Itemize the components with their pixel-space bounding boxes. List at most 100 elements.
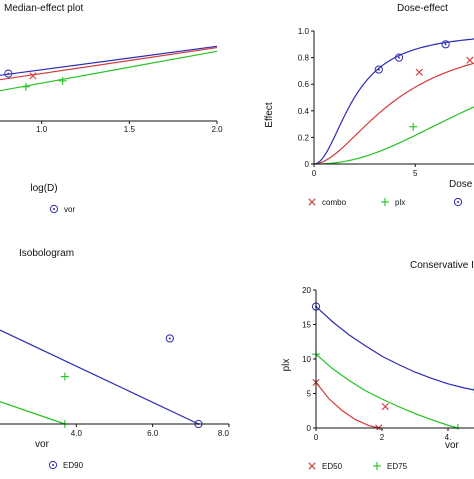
y-tick-label: 0 xyxy=(305,160,310,169)
legend-label-0: ED90 xyxy=(63,461,84,470)
series-curve-1 xyxy=(313,106,474,165)
circle-mark-ring xyxy=(441,40,450,49)
series-curve-2 xyxy=(315,306,474,391)
plot-area xyxy=(311,302,474,430)
legend-label-0: ED50 xyxy=(322,462,343,471)
circle-mark-dot xyxy=(53,208,55,210)
series-line-0 xyxy=(0,329,199,425)
legend-label-1: ED75 xyxy=(387,462,408,471)
x-axis-label: Dose xyxy=(449,179,473,190)
x-mark-stroke xyxy=(381,403,389,411)
series-curve-2 xyxy=(313,38,474,165)
x-tick-label: 8.0 xyxy=(218,429,230,438)
y-tick-label: 20 xyxy=(302,286,311,295)
x-mark-stroke xyxy=(466,56,474,64)
y-tick-label: 15 xyxy=(302,321,311,330)
circle-mark-dot xyxy=(168,337,171,340)
data-point-2-1 xyxy=(4,69,13,78)
series-line-0 xyxy=(0,46,218,81)
circle-mark-ring xyxy=(49,204,59,214)
series-curve-1 xyxy=(315,353,459,429)
y-tick-label: 5 xyxy=(307,390,312,399)
x-mark-stroke xyxy=(308,198,316,206)
x-tick-label: 0 xyxy=(312,169,317,178)
y-tick-label: 0.2 xyxy=(298,133,310,142)
circle-mark-ring xyxy=(165,334,174,343)
panel-dose-effect: Dose-effect 0 0.2 0.4 0.6 0.8 1.0 0 5 Dose Effect c… xyxy=(264,3,474,207)
data-point-0-0 xyxy=(415,68,423,76)
chart-title: Isobologram xyxy=(19,248,74,259)
y-tick-label: 1.0 xyxy=(298,27,310,36)
x-tick-label: 1.0 xyxy=(36,125,48,134)
circle-mark-dot xyxy=(398,56,401,59)
x-mark-stroke xyxy=(29,72,37,80)
y-axis-label: Effect xyxy=(264,102,275,128)
chart-title: Median-effect plot xyxy=(4,3,84,14)
plot-area xyxy=(0,45,218,92)
data-point-0-0 xyxy=(165,334,174,343)
series-line-1 xyxy=(0,401,66,425)
y-tick-label: 0.4 xyxy=(298,107,310,116)
circle-mark-ring xyxy=(374,65,383,74)
data-point-0-1 xyxy=(381,403,389,411)
x-axis-label: vor xyxy=(35,439,50,450)
circle-mark-dot xyxy=(457,201,459,203)
legend-label-0: combo xyxy=(322,198,347,207)
y-tick-label: 0.8 xyxy=(298,54,310,63)
data-point-1-2 xyxy=(21,82,30,91)
panel-median-effect: Median-effect plot 1.0 1.5 2.0 log(D) vor xyxy=(0,3,223,214)
x-axis-label: log(D) xyxy=(30,183,57,194)
x-tick-label: 4.0 xyxy=(71,429,83,438)
chart-title: Dose-effect xyxy=(397,3,448,14)
series-curve-0 xyxy=(315,382,379,429)
y-axis-label: plx xyxy=(281,359,292,372)
circle-mark-ring xyxy=(48,460,58,470)
legend-marker-0 xyxy=(308,198,316,206)
y-tick-label: 0 xyxy=(307,424,312,433)
circle-mark-ring xyxy=(394,53,404,62)
series-line-1 xyxy=(0,50,218,92)
x-mark-stroke xyxy=(308,462,316,470)
legend-marker-0 xyxy=(48,460,58,470)
data-point-1-0 xyxy=(409,122,418,131)
circle-mark-dot xyxy=(52,464,54,466)
legend-label-0: vor xyxy=(64,205,75,214)
series-curve-0 xyxy=(313,62,474,165)
legend-marker-2 xyxy=(453,197,463,207)
data-point-1-0 xyxy=(60,372,69,381)
x-tick-label: 0 xyxy=(314,433,319,442)
series-line-2 xyxy=(0,45,218,76)
chart-title: Conservative Iso xyxy=(410,260,474,271)
data-point-2-2 xyxy=(441,40,450,49)
panel-conservative-isobologram: Conservative Iso 0 5 10 15 20 0 2 4.vor plx ED50 ED… xyxy=(281,260,474,471)
x-tick-label: 6.0 xyxy=(147,429,159,438)
y-tick-label: 0.6 xyxy=(298,80,310,89)
legend-marker-1 xyxy=(373,462,381,470)
data-point-2-1 xyxy=(394,53,404,62)
x-tick-label: 1.5 xyxy=(124,125,136,134)
circle-mark-ring xyxy=(453,197,463,207)
legend-marker-1 xyxy=(381,198,389,206)
data-point-0-2 xyxy=(29,72,37,80)
x-tick-label: 2 xyxy=(380,433,385,442)
legend-marker-0 xyxy=(49,204,59,214)
circle-mark-dot xyxy=(7,72,10,75)
legend-marker-0 xyxy=(308,462,316,470)
x-tick-label: 4. xyxy=(445,433,452,442)
y-tick-label: 10 xyxy=(302,355,311,364)
data-point-1-3 xyxy=(58,76,67,85)
circle-mark-dot xyxy=(377,68,380,71)
panel-isobologram: Isobologram 4.0 6.0 8.0 vor ED90 xyxy=(0,248,230,470)
plot-area xyxy=(0,329,203,428)
x-tick-label: 2.0 xyxy=(211,125,223,134)
x-axis-label: vor xyxy=(445,440,460,451)
data-point-0-1 xyxy=(466,56,474,64)
data-point-2-0 xyxy=(374,65,383,74)
plot-area xyxy=(313,38,474,165)
circle-mark-dot xyxy=(444,43,447,46)
circle-mark-ring xyxy=(4,69,13,78)
legend-label-1: plx xyxy=(395,198,405,207)
x-mark-stroke xyxy=(415,68,423,76)
